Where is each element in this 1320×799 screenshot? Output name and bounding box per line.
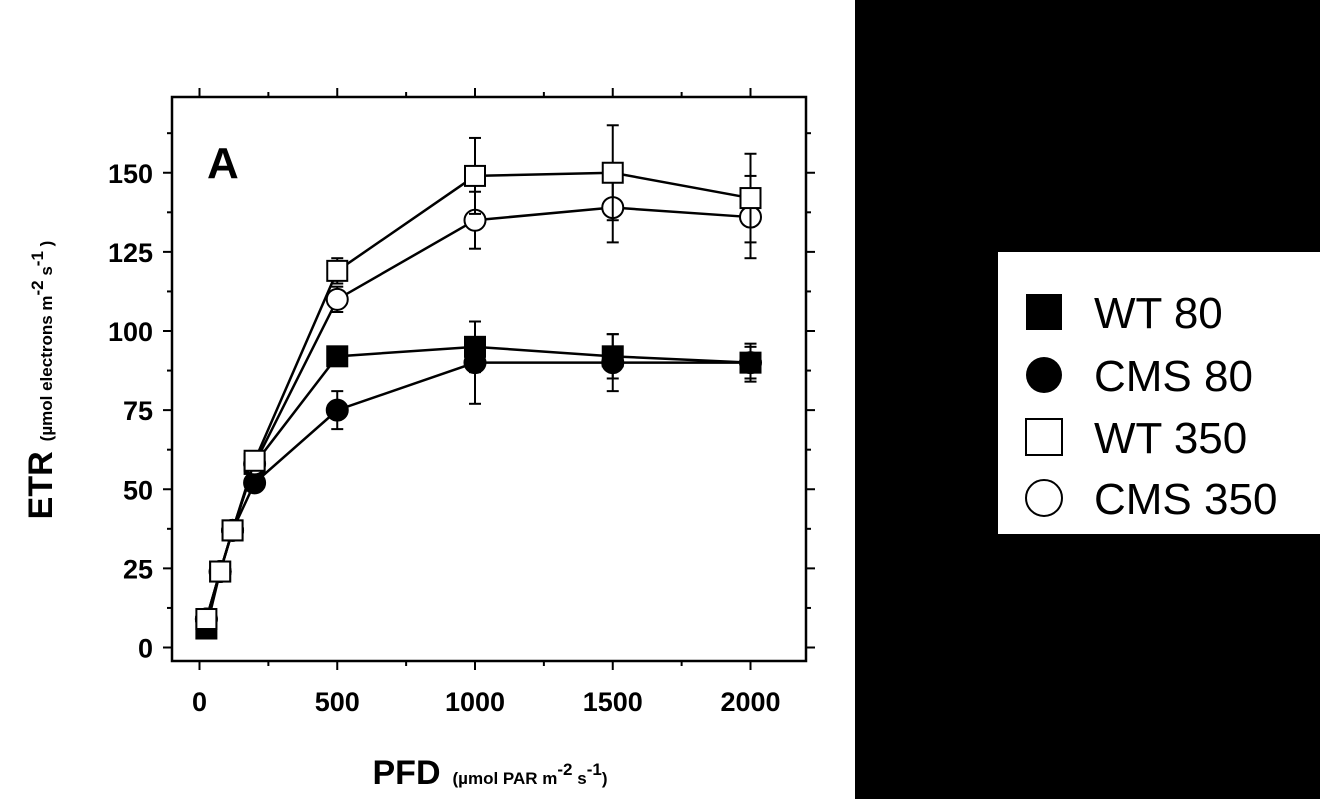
y-axis-unit-sup2: -1 [28,251,47,266]
x-axis-unit-sup1: -2 [557,760,572,779]
legend: WT 80 CMS 80 WT 350 CMS 350 [1025,289,1277,524]
data-point [325,398,349,422]
legend-item-cms-80: CMS 80 [1026,352,1253,401]
data-point [739,351,762,375]
y-tick-label: 75 [123,396,153,426]
y-tick-label: 50 [123,475,153,505]
data-point [601,161,624,184]
legend-label: CMS 350 [1094,475,1277,524]
legend-item-cms-350: CMS 350 [1025,475,1277,524]
x-tick-label: 1000 [445,687,505,717]
x-axis-title: PFD (µmol PAR m-2 s-1) [373,754,608,792]
data-point [325,287,349,311]
series-layer [194,124,762,640]
data-point [243,449,266,472]
legend-label: WT 350 [1094,414,1247,463]
y-tick-label: 0 [138,634,153,664]
y-axis-label: ETR [22,451,60,519]
x-axis-unit-prefix: (µmol PAR m [453,769,558,788]
data-point [195,608,218,631]
figure-panel-background [0,0,855,799]
y-axis-title: ETR (µmol electrons m-2 s-1 ) [22,241,60,520]
y-axis-unit-suffix: ) [37,241,56,251]
x-axis-unit-sup2: -1 [587,760,602,779]
legend-item-wt-80: WT 80 [1026,289,1223,338]
x-tick-label: 1500 [583,687,643,717]
data-point [326,259,349,282]
x-tick-labels: 0 500 1000 1500 2000 [192,687,781,717]
legend-marker [1026,294,1062,330]
x-axis-unit-suffix: ) [602,769,608,788]
y-tick-label: 150 [108,159,153,189]
axis-ticks [163,88,815,670]
plot-frame [170,95,808,663]
legend-marker [1025,418,1063,456]
legend-marker [1025,479,1063,517]
y-axis-unit-prefix: (µmol electrons m [37,296,56,442]
data-point [209,560,232,583]
panel-label: A [207,139,239,188]
data-point [326,345,349,368]
y-tick-label: 125 [108,238,153,268]
data-point [464,164,486,187]
x-axis-unit-mid: s [573,769,587,788]
series-wt-350 [195,124,762,631]
data-point [601,351,625,375]
legend-marker [1026,357,1062,393]
x-tick-label: 500 [315,687,360,717]
legend-item-wt-350: WT 350 [1025,414,1247,463]
legend-label: WT 80 [1094,289,1223,338]
x-axis-label: PFD [373,754,441,792]
y-axis-unit-mid: s [37,266,56,280]
data-point [221,519,244,542]
x-tick-label: 2000 [720,687,780,717]
x-tick-label: 0 [192,687,207,717]
y-axis-unit-sup1: -2 [28,280,47,295]
y-tick-label: 100 [108,317,153,347]
y-tick-labels: 0 25 50 75 100 125 150 [108,159,153,664]
y-tick-label: 25 [123,554,153,584]
data-point [739,187,762,210]
legend-label: CMS 80 [1094,352,1253,401]
data-point [463,351,487,375]
